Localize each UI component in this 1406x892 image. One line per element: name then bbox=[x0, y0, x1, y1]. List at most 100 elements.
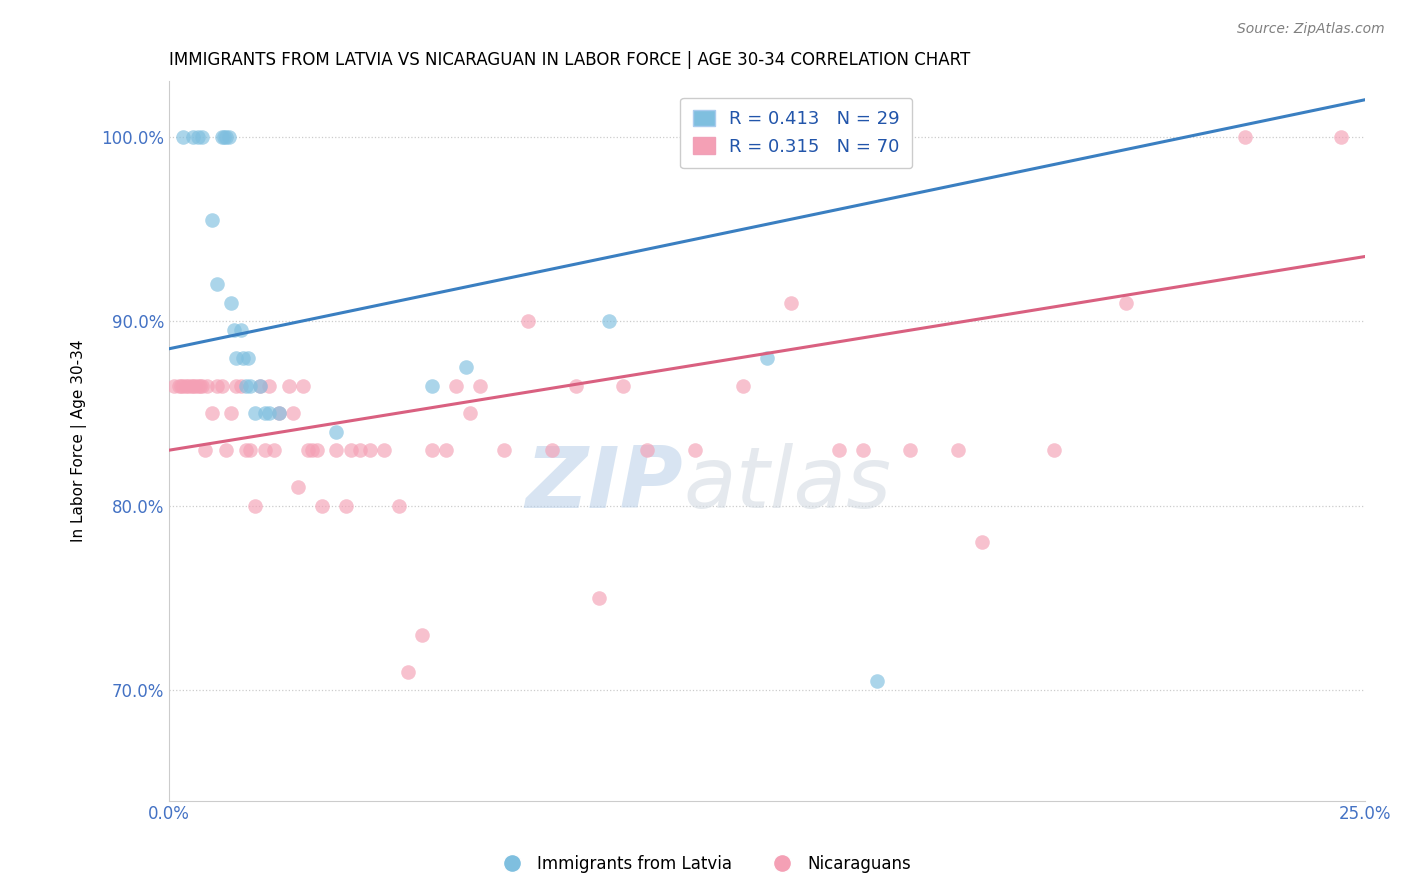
Point bbox=[263, 443, 285, 458]
Point bbox=[1330, 129, 1353, 144]
Point bbox=[311, 499, 333, 513]
Point bbox=[436, 443, 458, 458]
Point bbox=[215, 443, 238, 458]
Point bbox=[291, 378, 314, 392]
Point bbox=[948, 443, 970, 458]
Point bbox=[359, 443, 381, 458]
Point bbox=[492, 443, 515, 458]
Point bbox=[229, 323, 252, 337]
Point bbox=[540, 443, 562, 458]
Point bbox=[411, 627, 433, 641]
Point bbox=[212, 129, 235, 144]
Point bbox=[187, 129, 209, 144]
Point bbox=[396, 665, 419, 679]
Point bbox=[170, 378, 193, 392]
Point bbox=[205, 378, 228, 392]
Point bbox=[194, 443, 217, 458]
Point bbox=[468, 378, 491, 392]
Point bbox=[827, 443, 849, 458]
Point bbox=[167, 378, 190, 392]
Point bbox=[325, 425, 347, 439]
Point bbox=[349, 443, 371, 458]
Point bbox=[239, 378, 262, 392]
Point bbox=[253, 443, 276, 458]
Point bbox=[187, 378, 209, 392]
Point bbox=[232, 351, 254, 365]
Point bbox=[588, 591, 610, 605]
Point bbox=[253, 406, 276, 420]
Legend: Immigrants from Latvia, Nicaraguans: Immigrants from Latvia, Nicaraguans bbox=[489, 848, 917, 880]
Point bbox=[325, 443, 347, 458]
Point bbox=[898, 443, 921, 458]
Point bbox=[172, 129, 194, 144]
Y-axis label: In Labor Force | Age 30-34: In Labor Force | Age 30-34 bbox=[72, 340, 87, 542]
Point bbox=[174, 378, 197, 392]
Point bbox=[420, 443, 443, 458]
Point bbox=[229, 378, 252, 392]
Point bbox=[851, 443, 873, 458]
Point bbox=[172, 378, 194, 392]
Point bbox=[387, 499, 409, 513]
Point bbox=[163, 378, 186, 392]
Point bbox=[564, 378, 586, 392]
Legend: R = 0.413   N = 29, R = 0.315   N = 70: R = 0.413 N = 29, R = 0.315 N = 70 bbox=[681, 97, 912, 169]
Text: IMMIGRANTS FROM LATVIA VS NICARAGUAN IN LABOR FORCE | AGE 30-34 CORRELATION CHAR: IMMIGRANTS FROM LATVIA VS NICARAGUAN IN … bbox=[169, 51, 970, 69]
Point bbox=[301, 443, 323, 458]
Point bbox=[267, 406, 290, 420]
Point bbox=[297, 443, 319, 458]
Point bbox=[277, 378, 299, 392]
Text: ZIP: ZIP bbox=[526, 442, 683, 525]
Point bbox=[188, 378, 211, 392]
Point bbox=[249, 378, 271, 392]
Point bbox=[235, 378, 257, 392]
Point bbox=[215, 129, 238, 144]
Point bbox=[731, 378, 754, 392]
Point bbox=[267, 406, 290, 420]
Point bbox=[181, 129, 204, 144]
Point bbox=[219, 295, 242, 310]
Point bbox=[222, 323, 245, 337]
Point bbox=[239, 443, 262, 458]
Point bbox=[373, 443, 395, 458]
Point bbox=[195, 378, 218, 392]
Point bbox=[454, 360, 477, 375]
Point bbox=[249, 378, 271, 392]
Point bbox=[972, 535, 994, 549]
Point bbox=[287, 480, 309, 494]
Point bbox=[191, 378, 214, 392]
Point bbox=[225, 351, 247, 365]
Point bbox=[211, 378, 233, 392]
Point bbox=[243, 499, 266, 513]
Point bbox=[283, 406, 305, 420]
Point bbox=[683, 443, 706, 458]
Point bbox=[779, 295, 801, 310]
Point bbox=[201, 212, 224, 227]
Point bbox=[211, 129, 233, 144]
Point bbox=[243, 406, 266, 420]
Point bbox=[612, 378, 634, 392]
Point bbox=[598, 314, 620, 328]
Point bbox=[420, 378, 443, 392]
Point bbox=[259, 378, 281, 392]
Point bbox=[201, 406, 224, 420]
Point bbox=[219, 406, 242, 420]
Point bbox=[516, 314, 538, 328]
Point bbox=[307, 443, 329, 458]
Point bbox=[177, 378, 200, 392]
Point bbox=[218, 129, 240, 144]
Point bbox=[636, 443, 658, 458]
Point bbox=[235, 443, 257, 458]
Point bbox=[460, 406, 482, 420]
Point bbox=[444, 378, 467, 392]
Point bbox=[259, 406, 281, 420]
Point bbox=[1043, 443, 1066, 458]
Point bbox=[335, 499, 357, 513]
Text: Source: ZipAtlas.com: Source: ZipAtlas.com bbox=[1237, 22, 1385, 37]
Point bbox=[755, 351, 778, 365]
Point bbox=[180, 378, 202, 392]
Text: atlas: atlas bbox=[683, 442, 891, 525]
Point bbox=[205, 277, 228, 292]
Point bbox=[181, 378, 204, 392]
Point bbox=[191, 129, 214, 144]
Point bbox=[1115, 295, 1137, 310]
